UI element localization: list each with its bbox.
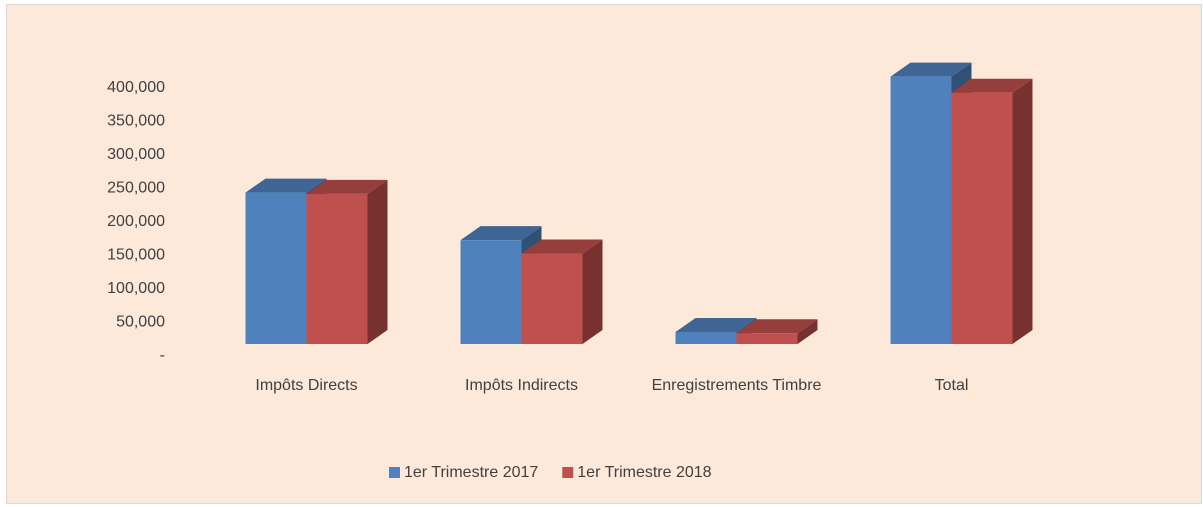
y-tick-label: - bbox=[160, 347, 165, 364]
bar bbox=[521, 253, 583, 344]
y-tick-label: 250,000 bbox=[107, 180, 165, 197]
x-tick-label: Total bbox=[934, 377, 969, 394]
bar bbox=[460, 240, 522, 344]
bar bbox=[675, 331, 737, 344]
bar-side bbox=[797, 319, 818, 344]
x-tick-label: Impôts Indirects bbox=[465, 377, 578, 394]
y-tick-label: 150,000 bbox=[107, 247, 165, 264]
bar-side bbox=[367, 179, 388, 344]
legend-label: 1er Trimestre 2018 bbox=[577, 464, 711, 481]
bar-top bbox=[245, 178, 327, 193]
legend-label: 1er Trimestre 2017 bbox=[404, 464, 538, 481]
bar bbox=[245, 192, 307, 344]
y-tick-label: 300,000 bbox=[107, 146, 165, 163]
x-tick-label: Enregistrements Timbre bbox=[651, 377, 822, 394]
bar-top bbox=[306, 179, 388, 194]
bar-top bbox=[736, 319, 818, 334]
bar-top bbox=[460, 226, 542, 241]
legend-swatch bbox=[389, 467, 400, 478]
y-tick-label: 100,000 bbox=[107, 280, 165, 297]
bar bbox=[890, 76, 952, 345]
bar-top bbox=[951, 78, 1033, 93]
bar-top bbox=[890, 62, 972, 77]
y-tick-label: 400,000 bbox=[107, 79, 165, 96]
bar-top bbox=[521, 239, 603, 254]
y-tick-label: 200,000 bbox=[107, 213, 165, 230]
bar bbox=[306, 193, 368, 344]
bar bbox=[736, 333, 798, 344]
x-tick-label: Impôts Directs bbox=[255, 377, 358, 394]
y-tick-label: 350,000 bbox=[107, 113, 165, 130]
chart: - 50,000 100,000 150,000 200,000 250,000 300,0… bbox=[107, 62, 1033, 481]
bar bbox=[951, 92, 1013, 344]
bar-side bbox=[1012, 78, 1033, 344]
chart-area: - 50,000 100,000 150,000 200,000 250,000 300,0… bbox=[6, 4, 1202, 504]
bar-top bbox=[675, 317, 757, 332]
legend-swatch bbox=[562, 467, 574, 478]
y-tick-label: 50,000 bbox=[116, 314, 165, 331]
bar-side bbox=[582, 239, 603, 344]
